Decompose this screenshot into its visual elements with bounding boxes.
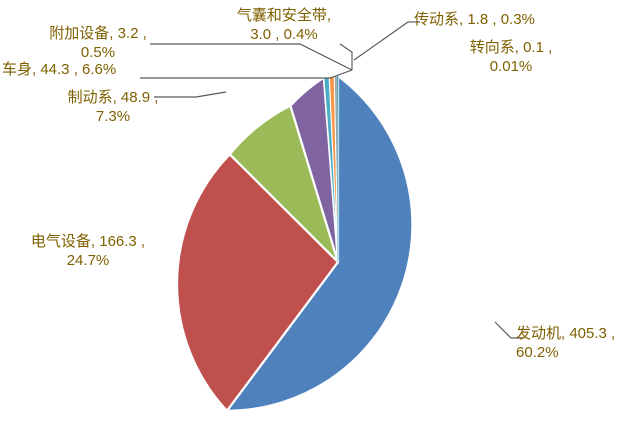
leader-line-zhidong [154,91,227,98]
pie-slices [175,73,414,413]
data-label-zhidong: 制动系, 48.9 , 7.3% [67,89,159,126]
data-label-chuandong: 传动系, 1.8 , 0.3% [414,11,535,28]
data-label-zhuanxiang: 转向系, 0.1 , 0.01% [469,39,553,76]
data-label-cheshen: 车身, 44.3 , 6.6% [2,61,117,78]
leader-line-cheshen [140,69,353,79]
data-label-fujia: 附加设备, 3.2 , 0.5% [49,25,147,62]
leader-line-chuandong2 [353,21,409,61]
leader-line-qinang [339,43,353,70]
data-label-dianqi: 电气设备, 166.3 , 24.7% [30,233,146,270]
data-label-qinang: 气囊和安全带, 3.0 , 0.4% [236,7,332,44]
leader-line-fadongji [494,321,524,339]
pie-slice-zhuanxiang[interactable] [336,75,339,263]
pie-slice-dianqi[interactable] [175,152,340,413]
pie-slice-fadongji[interactable] [224,73,414,412]
data-label-fadongji: 发动机, 405.3 , 60.2% [516,325,616,362]
leader-line-fujia [150,43,353,71]
leader-lines [140,21,524,339]
